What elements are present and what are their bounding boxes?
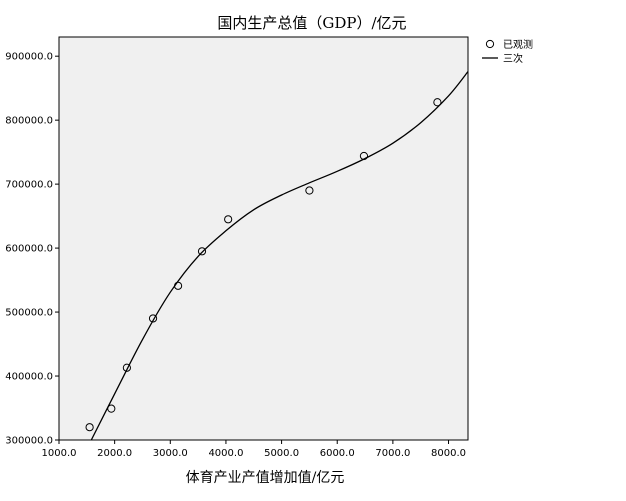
x-tick-label: 5000.0 (264, 448, 299, 459)
plot-area (58, 36, 469, 441)
axis-ticks: 1000.0 2000.0 3000.0 4000.0 5000.0 6000.0 7000… (5, 52, 466, 459)
y-tick-label: 700000.0 (5, 180, 53, 191)
x-tick-label: 7000.0 (375, 448, 410, 459)
y-tick-label: 800000.0 (5, 116, 53, 127)
legend-label-cubic: 三次 (503, 52, 523, 65)
observed-point (305, 186, 314, 195)
legend: 已观测 三次 (482, 38, 533, 65)
cubic-fit-line (90, 71, 469, 441)
observed-point (122, 363, 131, 372)
observed-point (85, 423, 94, 432)
fit-curve-layer (90, 71, 469, 441)
observed-point (173, 281, 183, 290)
x-tick-label: 2000.0 (97, 448, 132, 459)
observed-points-layer (85, 98, 442, 432)
y-tick-label: 500000.0 (5, 308, 53, 319)
observed-point (433, 98, 442, 107)
x-tick-label: 8000.0 (431, 448, 466, 459)
y-tick-label: 900000.0 (5, 52, 53, 63)
x-tick-label: 3000.0 (153, 448, 188, 459)
observed-point (359, 151, 369, 161)
observed-point (148, 314, 158, 323)
y-tick-label: 600000.0 (5, 244, 53, 255)
y-tick-label: 400000.0 (5, 372, 53, 383)
y-tick-label: 300000.0 (5, 436, 53, 447)
x-axis-label: 体育产业产值增加值/亿元 (186, 470, 345, 486)
observed-point (107, 404, 116, 413)
observed-point (197, 247, 207, 256)
x-tick-label: 6000.0 (320, 448, 355, 459)
x-tick-label: 1000.0 (42, 448, 77, 459)
chart-title: 国内生产总值（GDP）/亿元 (217, 14, 406, 32)
x-tick-label: 4000.0 (208, 448, 243, 459)
legend-label-observed: 已观测 (503, 38, 533, 51)
observed-point (224, 215, 233, 224)
legend-marker-observed (485, 39, 495, 49)
